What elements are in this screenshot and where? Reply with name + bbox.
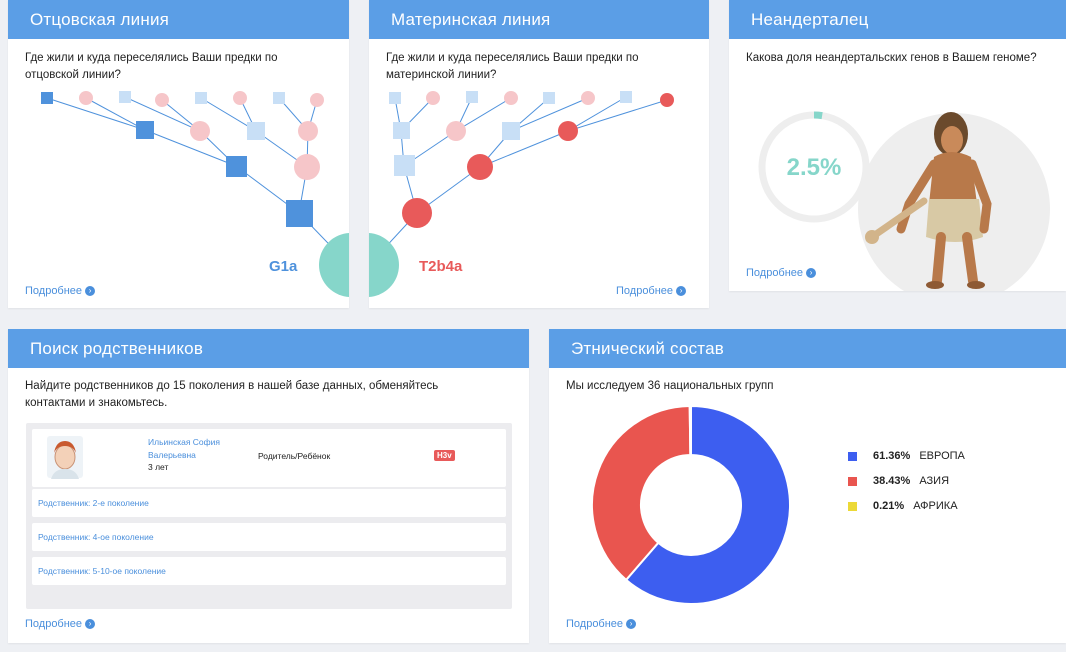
legend-label: АЗИЯ <box>919 475 950 487</box>
tree-node <box>467 154 493 180</box>
more-link-label: Подробнее <box>25 285 83 297</box>
arrow-right-icon: › <box>626 619 637 629</box>
tree-node <box>155 93 169 107</box>
relatives-title: Поиск родственников <box>8 329 529 368</box>
arrow-right-icon: › <box>85 619 96 629</box>
legend-swatch <box>848 501 857 511</box>
arrow-right-icon: › <box>806 268 817 278</box>
legend-item: 38.43% АЗИЯ <box>848 475 949 487</box>
tree-node <box>195 92 207 104</box>
legend-swatch <box>848 476 857 486</box>
relative-row[interactable]: Родственник: 2-е поколение <box>32 489 506 517</box>
tree-node <box>294 154 320 180</box>
tree-node <box>543 92 555 104</box>
relative-name[interactable]: Ильинская София Валерьевна <box>148 437 220 460</box>
maternal-line-title: Материнская линия <box>369 0 709 39</box>
paternal-line-card: Отцовская линия Где жили и куда переселя… <box>8 0 349 308</box>
relative-age: 3 лет <box>148 462 169 472</box>
paternal-tree-nodes <box>41 91 349 297</box>
avatar <box>47 436 83 479</box>
tree-node <box>504 91 518 105</box>
tree-node <box>273 92 285 104</box>
tree-node <box>119 91 131 103</box>
ethnic-title: Этнический состав <box>549 329 1066 368</box>
paternal-haplogroup-label: G1a <box>269 258 298 275</box>
relative-row[interactable]: Родственник: 4-ое поколение <box>32 523 506 551</box>
paternal-line-description: Где жили и куда переселялись Ваши предки… <box>25 52 278 81</box>
tree-node <box>233 91 247 105</box>
more-link-label: Подробнее <box>616 285 674 297</box>
tree-node <box>394 155 415 176</box>
tree-node <box>446 121 466 141</box>
legend-percent: 0.21% <box>873 500 905 512</box>
relatives-list: Ильинская София Валерьевна 3 лет Родител… <box>26 423 512 609</box>
tree-node <box>660 93 674 107</box>
gauge-progress <box>813 111 823 120</box>
neanderthal-figure-icon <box>865 112 992 289</box>
maternal-more-link[interactable]: Подробнее › <box>616 285 687 297</box>
donut-slice-2 <box>688 404 692 457</box>
tree-node <box>298 121 318 141</box>
relatives-more-link[interactable]: Подробнее › <box>25 618 96 630</box>
neanderthal-percent: 2.5% <box>787 154 842 181</box>
maternal-line-card: Материнская линия Где жили и куда пересе… <box>369 0 709 308</box>
relatives-description: Найдите родственников до 15 поколения в … <box>25 380 439 409</box>
tree-node <box>79 91 93 105</box>
maternal-tree-nodes <box>369 91 674 297</box>
legend-swatch <box>848 451 857 461</box>
more-link-label: Подробнее <box>566 618 624 630</box>
tree-node <box>558 121 578 141</box>
tree-node <box>389 92 401 104</box>
neanderthal-gauge: 2.5% <box>758 111 1050 291</box>
donut-slice-0 <box>624 404 791 605</box>
haplogroup-node <box>319 233 349 297</box>
relative-relation: Родитель/Ребёнок <box>258 451 331 461</box>
haplogroup-node <box>369 233 399 297</box>
tree-node <box>247 122 265 140</box>
arrow-right-icon: › <box>85 286 96 296</box>
tree-node <box>41 92 53 104</box>
legend-percent: 61.36% <box>873 450 911 462</box>
relative-card[interactable]: Ильинская София Валерьевна 3 лет Родител… <box>32 429 506 487</box>
paternal-line-title: Отцовская линия <box>8 0 349 39</box>
legend-item: 0.21% АФРИКА <box>848 500 958 512</box>
ethnic-description: Мы исследуем 36 национальных групп <box>566 380 774 392</box>
maternal-tree-diagram: T2b4a <box>369 91 674 297</box>
donut-slice-1 <box>591 404 692 582</box>
legend-item: 61.36% ЕВРОПА <box>848 450 965 462</box>
neanderthal-more-link[interactable]: Подробнее › <box>746 267 817 279</box>
tree-node <box>310 93 324 107</box>
tree-node <box>581 91 595 105</box>
tree-node <box>393 122 410 139</box>
tree-node <box>502 122 520 140</box>
haplogroup-badge: Н3v <box>434 450 455 461</box>
relative-row[interactable]: Родственник: 5-10-ое поколение <box>32 557 506 585</box>
neanderthal-card: Неандерталец Какова доля неандертальских… <box>729 0 1066 291</box>
neanderthal-question: Какова доля неандертальских генов в Ваше… <box>746 52 1037 64</box>
arrow-right-icon: › <box>676 286 687 296</box>
ethnic-donut-chart <box>591 404 791 605</box>
legend-label: ЕВРОПА <box>919 450 965 462</box>
tree-node <box>190 121 210 141</box>
maternal-haplogroup-label: T2b4a <box>419 258 463 275</box>
more-link-label: Подробнее <box>25 618 83 630</box>
legend-label: АФРИКА <box>913 500 958 512</box>
tree-node <box>620 91 632 103</box>
maternal-line-description: Где жили и куда переселялись Ваши предки… <box>386 52 639 81</box>
tree-node <box>226 156 247 177</box>
tree-node <box>466 91 478 103</box>
ethnic-more-link[interactable]: Подробнее › <box>566 618 637 630</box>
tree-node <box>136 121 154 139</box>
paternal-tree-diagram: G1a <box>41 91 349 297</box>
legend-percent: 38.43% <box>873 475 911 487</box>
tree-node <box>402 198 432 228</box>
paternal-more-link[interactable]: Подробнее › <box>25 285 96 297</box>
ethnic-card: Этнический состав Мы исследуем 36 национ… <box>549 329 1066 643</box>
tree-node <box>426 91 440 105</box>
tree-node <box>286 200 313 227</box>
neanderthal-title: Неандерталец <box>729 0 1066 39</box>
more-link-label: Подробнее <box>746 267 804 279</box>
